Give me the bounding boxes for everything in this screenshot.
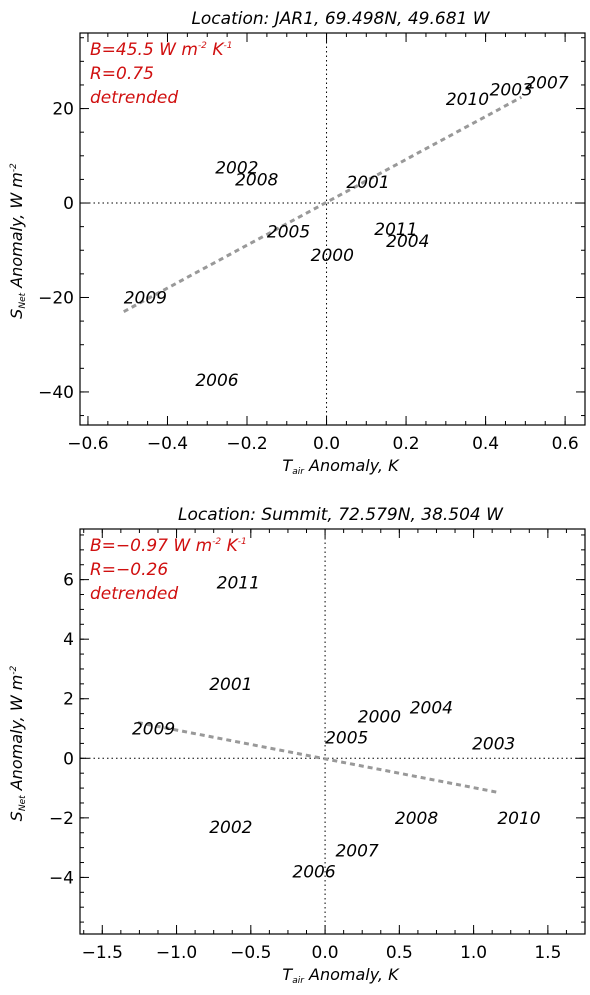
x-tick-label: 0.5 — [386, 943, 413, 963]
point-2005: 2005 — [267, 222, 310, 242]
x-axis-label: Tair Anomaly, K — [282, 456, 400, 477]
y-axis-label: SNet Anomaly, W m-2 — [7, 665, 28, 821]
x-tick-label: 0.0 — [312, 943, 339, 963]
stat-note: detrended — [90, 88, 178, 108]
point-2003: 2003 — [472, 734, 515, 754]
point-2004: 2004 — [410, 699, 453, 719]
point-2007: 2007 — [335, 842, 378, 862]
y-tick-label: 2 — [63, 690, 74, 710]
point-2004: 2004 — [386, 232, 429, 252]
stat-correlation: R=0.75 — [90, 64, 154, 84]
x-tick-label: −0.2 — [226, 434, 267, 454]
point-2000: 2000 — [358, 708, 401, 728]
x-tick-label: −0.5 — [230, 943, 271, 963]
plot-frame — [79, 32, 586, 426]
plot-frame — [79, 528, 586, 935]
regression-line — [137, 721, 500, 795]
point-2003: 2003 — [490, 81, 533, 101]
stat-note: detrended — [90, 584, 178, 604]
y-tick-label: −20 — [38, 288, 74, 308]
point-2006: 2006 — [195, 371, 238, 391]
y-tick-label: 0 — [63, 749, 74, 769]
point-2001: 2001 — [346, 173, 389, 193]
x-tick-label: −1.5 — [82, 943, 123, 963]
x-tick-label: −0.4 — [147, 434, 188, 454]
x-tick-label: 1.0 — [460, 943, 487, 963]
y-tick-label: 0 — [63, 194, 74, 214]
point-2002: 2002 — [209, 818, 252, 838]
y-tick-label: −40 — [38, 383, 74, 403]
point-2008: 2008 — [235, 170, 278, 190]
y-axis-label: SNet Anomaly, W m-2 — [7, 163, 28, 319]
point-2005: 2005 — [325, 728, 368, 748]
point-2007: 2007 — [525, 74, 568, 94]
x-tick-label: −1.0 — [156, 943, 197, 963]
x-tick-label: 0.0 — [313, 434, 340, 454]
point-2009: 2009 — [132, 720, 175, 740]
x-axis-label: Tair Anomaly, K — [282, 965, 400, 986]
point-2002: 2002 — [215, 159, 258, 179]
point-2011: 2011 — [217, 574, 260, 594]
stat-correlation: R=−0.26 — [90, 560, 168, 580]
y-tick-label: 20 — [52, 100, 74, 120]
chart-title: Location: Summit, 72.579N, 38.504 W — [178, 505, 504, 525]
panel-jar1: Location: JAR1, 69.498N, 49.681 W −0.6 −0.… — [7, 9, 586, 477]
point-2008: 2008 — [395, 809, 438, 829]
stat-slope: B=45.5 W m-2 K-1 — [90, 40, 232, 60]
point-2010: 2010 — [497, 809, 540, 829]
x-tick-label: 1.5 — [534, 943, 561, 963]
regression-line — [123, 95, 523, 313]
y-tick-label: 6 — [63, 571, 74, 591]
y-tick-label: −4 — [49, 868, 74, 888]
x-tick-label: 0.4 — [472, 434, 499, 454]
chart-title: Location: JAR1, 69.498N, 49.681 W — [191, 9, 490, 29]
x-tick-label: 0.2 — [393, 434, 420, 454]
point-2010: 2010 — [446, 90, 489, 110]
point-2000: 2000 — [311, 246, 354, 266]
y-tick-label: 4 — [63, 630, 74, 650]
x-tick-label: −0.6 — [67, 434, 108, 454]
point-2011: 2011 — [374, 220, 417, 240]
point-2001: 2001 — [209, 675, 252, 695]
x-tick-label: 0.6 — [552, 434, 579, 454]
point-2006: 2006 — [292, 862, 335, 882]
y-tick-label: −2 — [49, 809, 74, 829]
panel-summit: Location: Summit, 72.579N, 38.504 W −1.5 −… — [7, 505, 586, 986]
stat-slope: B=−0.97 W m-2 K-1 — [90, 536, 247, 556]
point-2009: 2009 — [124, 288, 167, 308]
